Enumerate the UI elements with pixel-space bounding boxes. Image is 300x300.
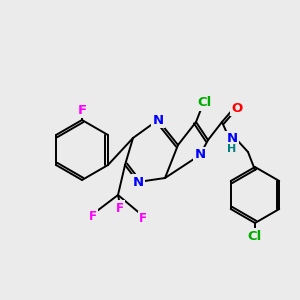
Text: O: O: [231, 101, 243, 115]
Text: N: N: [132, 176, 144, 188]
Text: F: F: [116, 202, 124, 214]
Text: Cl: Cl: [248, 230, 262, 242]
Text: F: F: [139, 212, 147, 226]
Text: F: F: [89, 211, 97, 224]
Text: H: H: [227, 144, 237, 154]
Text: N: N: [226, 133, 238, 146]
Text: N: N: [152, 113, 164, 127]
Text: F: F: [77, 103, 87, 116]
Text: N: N: [194, 148, 206, 161]
Text: Cl: Cl: [198, 97, 212, 110]
